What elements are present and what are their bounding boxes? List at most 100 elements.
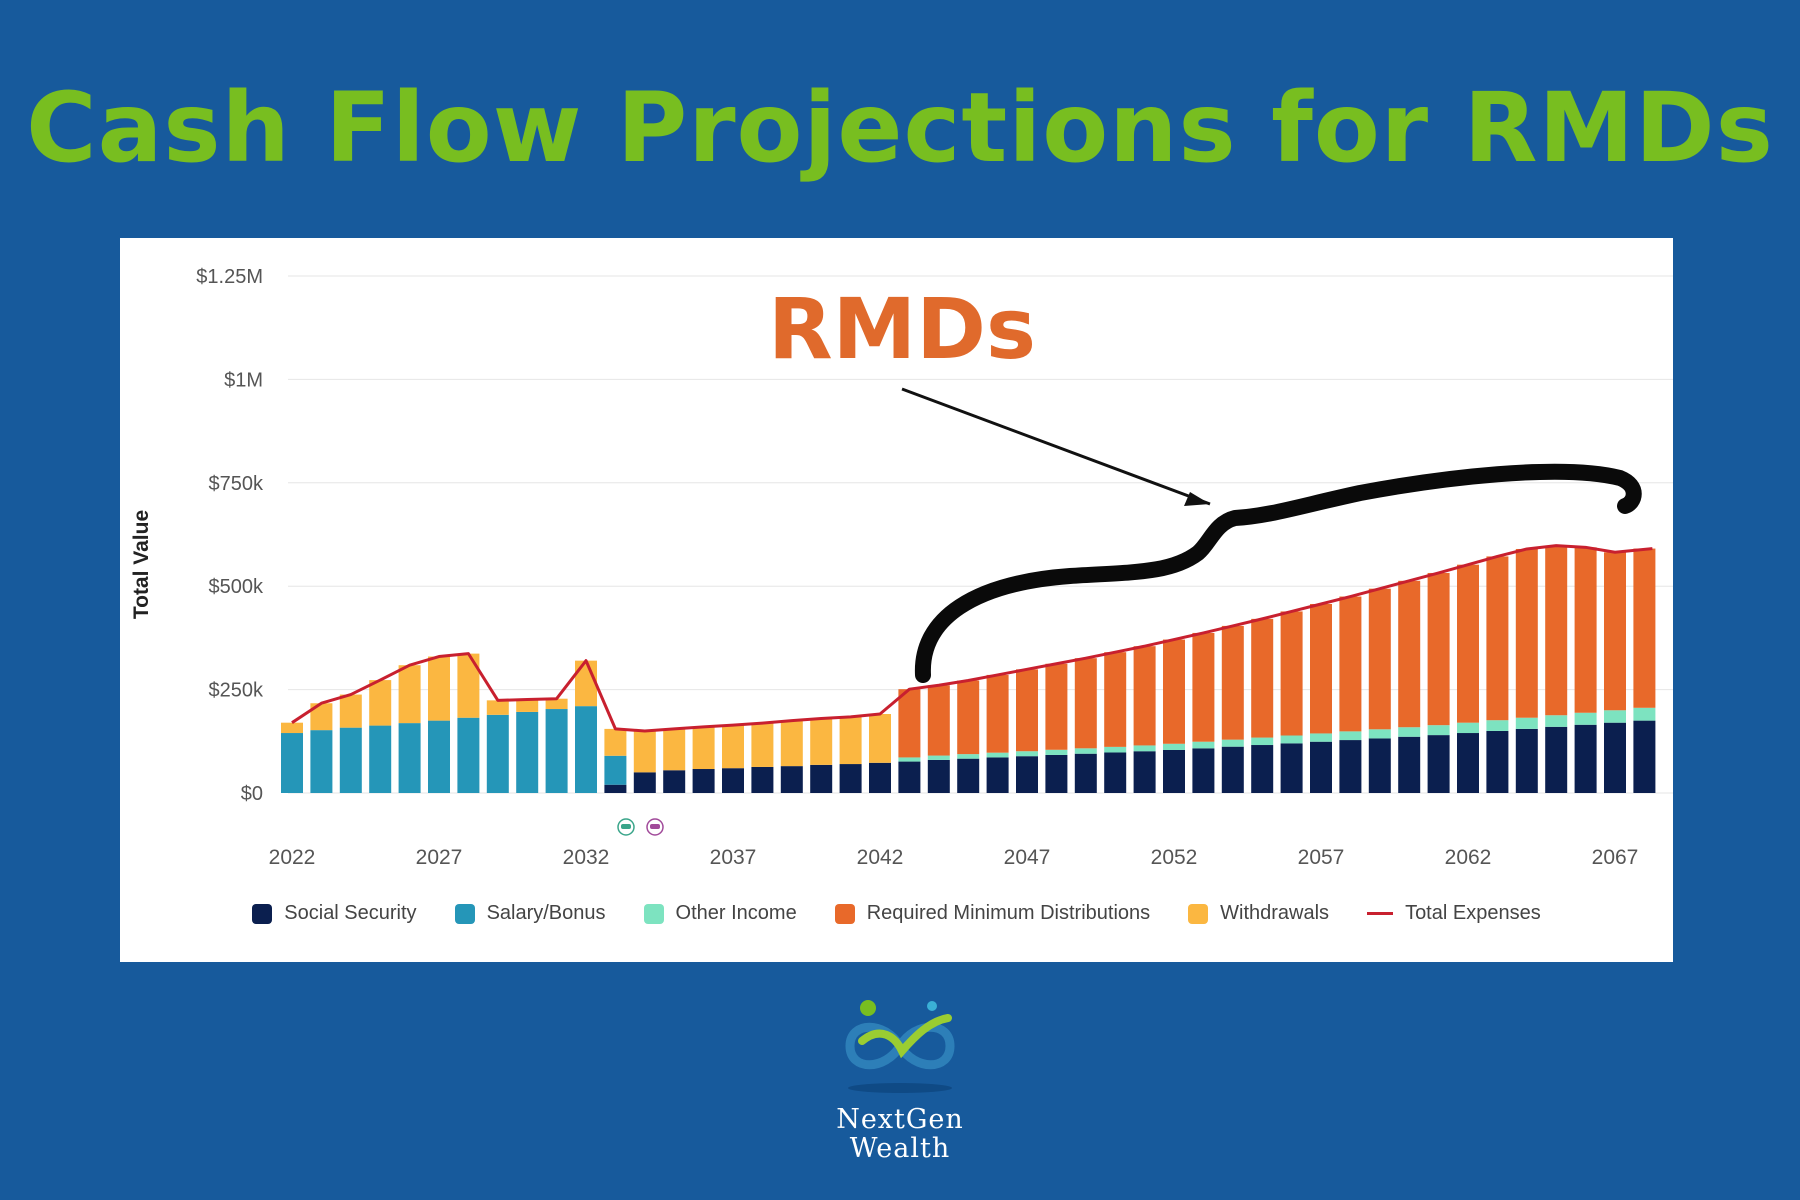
bar-segment-social-security[interactable] bbox=[1310, 741, 1332, 793]
legend-item-total-expenses[interactable]: Total Expenses bbox=[1367, 902, 1541, 925]
bar-segment-withdrawals[interactable] bbox=[457, 653, 480, 718]
bar-segment-other-income[interactable] bbox=[1604, 710, 1626, 723]
bar-segment-other-income[interactable] bbox=[1251, 737, 1274, 746]
bar-segment-salary-bonus[interactable] bbox=[545, 709, 568, 793]
bar-segment-other-income[interactable] bbox=[1515, 717, 1538, 729]
bar-segment-other-income[interactable] bbox=[1074, 748, 1097, 754]
bar-segment-required-minimum-distributions[interactable] bbox=[1368, 588, 1391, 730]
bar-segment-social-security[interactable] bbox=[1280, 743, 1303, 793]
bar-segment-social-security[interactable] bbox=[898, 761, 921, 793]
bar-segment-required-minimum-distributions[interactable] bbox=[957, 680, 980, 755]
legend-item-other-income[interactable]: Other Income bbox=[643, 902, 797, 925]
bar-segment-required-minimum-distributions[interactable] bbox=[1192, 632, 1215, 742]
bar-segment-social-security[interactable] bbox=[1104, 752, 1127, 793]
bar-segment-salary-bonus[interactable] bbox=[369, 725, 392, 793]
bar-segment-required-minimum-distributions[interactable] bbox=[1310, 603, 1332, 734]
bar-segment-social-security[interactable] bbox=[1192, 748, 1215, 793]
bar-segment-other-income[interactable] bbox=[986, 752, 1009, 758]
bar-segment-other-income[interactable] bbox=[1104, 746, 1127, 753]
bar-segment-other-income[interactable] bbox=[957, 754, 980, 759]
bar-segment-salary-bonus[interactable] bbox=[604, 755, 627, 785]
bar-segment-salary-bonus[interactable] bbox=[398, 723, 421, 793]
bar-segment-salary-bonus[interactable] bbox=[428, 720, 450, 793]
bar-segment-social-security[interactable] bbox=[1604, 722, 1626, 793]
bar-segment-other-income[interactable] bbox=[1368, 729, 1391, 739]
bar-segment-required-minimum-distributions[interactable] bbox=[1604, 552, 1626, 711]
legend-item-withdrawals[interactable]: Withdrawals bbox=[1188, 902, 1329, 925]
bar-segment-social-security[interactable] bbox=[604, 784, 627, 793]
bar-segment-required-minimum-distributions[interactable] bbox=[1545, 545, 1568, 716]
bar-segment-withdrawals[interactable] bbox=[810, 718, 833, 765]
bar-segment-required-minimum-distributions[interactable] bbox=[1104, 652, 1127, 747]
bar-segment-required-minimum-distributions[interactable] bbox=[1074, 658, 1097, 749]
bar-segment-social-security[interactable] bbox=[839, 764, 862, 793]
bar-segment-other-income[interactable] bbox=[1163, 743, 1185, 750]
bar-segment-social-security[interactable] bbox=[1133, 751, 1156, 793]
bar-segment-withdrawals[interactable] bbox=[751, 723, 774, 767]
bar-segment-other-income[interactable] bbox=[1221, 739, 1244, 747]
bar-segment-required-minimum-distributions[interactable] bbox=[1133, 646, 1156, 746]
bar-segment-withdrawals[interactable] bbox=[839, 716, 862, 765]
bar-segment-other-income[interactable] bbox=[1427, 725, 1450, 736]
bar-segment-required-minimum-distributions[interactable] bbox=[1457, 564, 1479, 723]
bar-segment-other-income[interactable] bbox=[1280, 735, 1303, 744]
bar-segment-withdrawals[interactable] bbox=[516, 699, 539, 712]
bar-segment-withdrawals[interactable] bbox=[281, 722, 303, 734]
bar-segment-other-income[interactable] bbox=[1633, 707, 1656, 721]
bar-segment-salary-bonus[interactable] bbox=[310, 730, 333, 793]
bar-segment-social-security[interactable] bbox=[1427, 735, 1450, 793]
legend-item-social-security[interactable]: Social Security bbox=[252, 902, 417, 925]
bar-segment-withdrawals[interactable] bbox=[486, 700, 509, 715]
bar-segment-social-security[interactable] bbox=[1574, 724, 1597, 793]
bar-segment-other-income[interactable] bbox=[1545, 715, 1568, 727]
bar-segment-social-security[interactable] bbox=[1045, 754, 1068, 793]
bar-segment-social-security[interactable] bbox=[1398, 736, 1421, 793]
bar-segment-withdrawals[interactable] bbox=[339, 694, 362, 728]
bar-segment-required-minimum-distributions[interactable] bbox=[1163, 639, 1185, 744]
bar-segment-withdrawals[interactable] bbox=[369, 680, 392, 726]
bar-segment-social-security[interactable] bbox=[1457, 733, 1479, 793]
bar-segment-salary-bonus[interactable] bbox=[486, 714, 509, 793]
bar-segment-required-minimum-distributions[interactable] bbox=[927, 685, 950, 756]
bar-segment-required-minimum-distributions[interactable] bbox=[1045, 663, 1068, 750]
bar-segment-other-income[interactable] bbox=[1016, 751, 1038, 757]
bar-segment-social-security[interactable] bbox=[1221, 746, 1244, 793]
bar-segment-required-minimum-distributions[interactable] bbox=[1398, 580, 1421, 728]
bar-segment-social-security[interactable] bbox=[1016, 756, 1038, 793]
bar-segment-withdrawals[interactable] bbox=[398, 665, 421, 724]
bar-segment-other-income[interactable] bbox=[1339, 731, 1362, 741]
total-expenses-polyline[interactable] bbox=[291, 544, 1653, 733]
bar-segment-withdrawals[interactable] bbox=[428, 656, 450, 721]
bar-segment-required-minimum-distributions[interactable] bbox=[1486, 556, 1509, 721]
bar-segment-required-minimum-distributions[interactable] bbox=[1427, 572, 1450, 726]
bar-segment-social-security[interactable] bbox=[751, 766, 774, 793]
bar-segment-social-security[interactable] bbox=[663, 770, 686, 793]
bar-segment-withdrawals[interactable] bbox=[545, 698, 568, 710]
bar-segment-salary-bonus[interactable] bbox=[516, 711, 539, 793]
bar-segment-other-income[interactable] bbox=[1457, 722, 1479, 734]
bar-segment-other-income[interactable] bbox=[1574, 712, 1597, 725]
bar-segment-social-security[interactable] bbox=[986, 757, 1009, 793]
bar-segment-required-minimum-distributions[interactable] bbox=[986, 674, 1009, 753]
legend-item-salary-bonus[interactable]: Salary/Bonus bbox=[454, 902, 606, 925]
bar-segment-salary-bonus[interactable] bbox=[339, 727, 362, 793]
bar-segment-social-security[interactable] bbox=[1251, 745, 1274, 793]
bar-segment-social-security[interactable] bbox=[1163, 749, 1185, 793]
bar-segment-social-security[interactable] bbox=[810, 764, 833, 793]
bar-segment-required-minimum-distributions[interactable] bbox=[1574, 547, 1597, 713]
bar-segment-social-security[interactable] bbox=[1368, 738, 1391, 793]
bar-segment-withdrawals[interactable] bbox=[575, 660, 597, 707]
bar-segment-required-minimum-distributions[interactable] bbox=[898, 689, 921, 758]
bar-segment-social-security[interactable] bbox=[722, 768, 744, 793]
bar-segment-other-income[interactable] bbox=[1192, 741, 1215, 749]
bar-segment-social-security[interactable] bbox=[1545, 726, 1568, 793]
bar-segment-withdrawals[interactable] bbox=[663, 728, 686, 771]
bar-segment-social-security[interactable] bbox=[957, 758, 980, 793]
bar-segment-required-minimum-distributions[interactable] bbox=[1280, 611, 1303, 736]
bar-segment-social-security[interactable] bbox=[1515, 728, 1538, 793]
bar-segment-withdrawals[interactable] bbox=[869, 714, 891, 763]
bar-segment-salary-bonus[interactable] bbox=[457, 717, 480, 793]
bar-segment-salary-bonus[interactable] bbox=[575, 706, 597, 793]
bar-segment-social-security[interactable] bbox=[1339, 740, 1362, 793]
bar-segment-withdrawals[interactable] bbox=[692, 726, 715, 770]
